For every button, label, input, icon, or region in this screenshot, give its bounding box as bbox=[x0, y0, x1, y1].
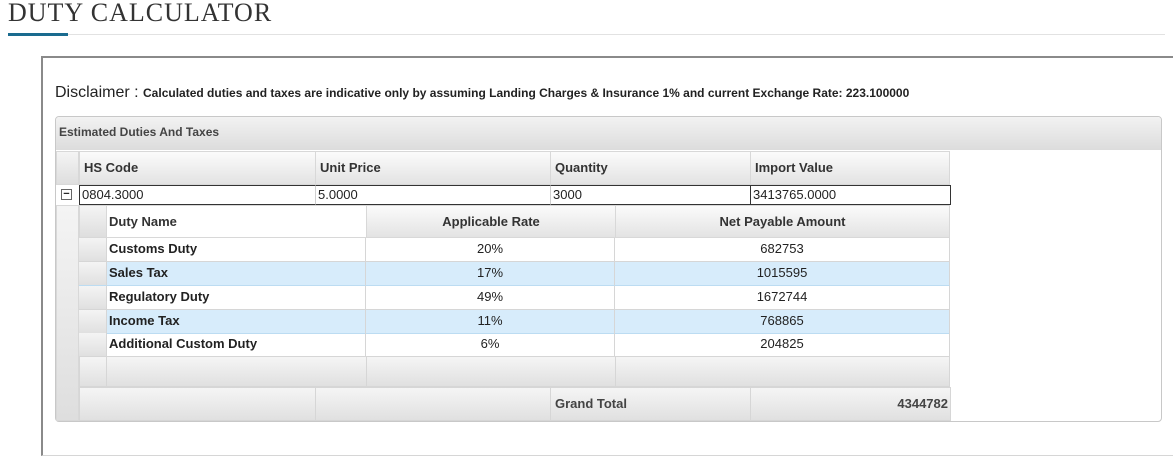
column-header-quantity[interactable]: Quantity bbox=[550, 151, 751, 185]
duty-amount: 204825 bbox=[615, 333, 950, 357]
grand-total-label: Grand Total bbox=[550, 387, 751, 421]
title-divider bbox=[8, 34, 1165, 35]
duty-amount: 768865 bbox=[615, 310, 950, 334]
detail-footer-gutter bbox=[79, 356, 107, 387]
unit-price-value: 5.0000 bbox=[315, 185, 551, 205]
column-header-applicable-rate[interactable]: Applicable Rate bbox=[366, 205, 616, 238]
duty-row-sales-tax[interactable]: Sales Tax 17% 1015595 bbox=[79, 262, 950, 286]
duty-rate: 17% bbox=[366, 262, 615, 286]
collapse-row-icon[interactable]: − bbox=[61, 189, 72, 200]
detail-gutter bbox=[56, 205, 79, 421]
quantity-value: 3000 bbox=[550, 185, 751, 205]
duty-amount: 1672744 bbox=[615, 286, 950, 310]
duty-name: Customs Duty bbox=[107, 238, 366, 262]
duty-row-income-tax[interactable]: Income Tax 11% 768865 bbox=[79, 310, 950, 334]
duty-amount: 682753 bbox=[615, 238, 950, 262]
duty-name: Additional Custom Duty bbox=[107, 333, 366, 357]
column-header-duty-name[interactable]: Duty Name bbox=[79, 205, 367, 238]
row-selector bbox=[79, 262, 107, 286]
disclaimer-label: Disclaimer : bbox=[55, 84, 139, 101]
grand-total-value: 4344782 bbox=[750, 387, 951, 421]
import-value-value: 3413765.0000 bbox=[750, 185, 951, 205]
duty-rate: 49% bbox=[366, 286, 615, 310]
duty-row-regulatory[interactable]: Regulatory Duty 49% 1672744 bbox=[79, 286, 950, 310]
column-header-hs-code[interactable]: HS Code bbox=[79, 151, 316, 185]
duty-rate: 11% bbox=[366, 310, 615, 334]
column-header-import-value[interactable]: Import Value bbox=[750, 151, 950, 185]
title-accent-bar bbox=[8, 33, 68, 36]
footer-cell bbox=[79, 387, 316, 421]
duty-row-customs[interactable]: Customs Duty 20% 682753 bbox=[79, 238, 950, 262]
duty-rate: 20% bbox=[366, 238, 615, 262]
detail-footer-cell bbox=[106, 356, 367, 387]
row-selector bbox=[79, 286, 107, 310]
calculator-panel bbox=[41, 56, 1173, 456]
row-selector bbox=[79, 238, 107, 262]
hs-code-value: 0804.3000 bbox=[79, 185, 316, 205]
duty-name: Sales Tax bbox=[107, 262, 366, 286]
duty-rate: 6% bbox=[366, 333, 615, 357]
disclaimer-text: Calculated duties and taxes are indicati… bbox=[143, 86, 910, 100]
page-title: DUTY CALCULATOR bbox=[8, 0, 273, 27]
detail-footer-cell bbox=[615, 356, 950, 387]
row-selector bbox=[79, 310, 107, 334]
header-gutter bbox=[56, 151, 79, 185]
duty-row-additional-custom[interactable]: Additional Custom Duty 6% 204825 bbox=[79, 333, 950, 357]
disclaimer: Disclaimer : Calculated duties and taxes… bbox=[55, 84, 909, 102]
column-header-unit-price[interactable]: Unit Price bbox=[315, 151, 551, 185]
column-header-net-payable[interactable]: Net Payable Amount bbox=[615, 205, 950, 238]
detail-footer-cell bbox=[366, 356, 616, 387]
duty-amount: 1015595 bbox=[615, 262, 950, 286]
footer-cell bbox=[315, 387, 551, 421]
duty-name: Regulatory Duty bbox=[107, 286, 366, 310]
grid-caption: Estimated Duties And Taxes bbox=[56, 117, 1161, 150]
duty-name: Income Tax bbox=[107, 310, 366, 334]
row-selector bbox=[79, 333, 107, 357]
